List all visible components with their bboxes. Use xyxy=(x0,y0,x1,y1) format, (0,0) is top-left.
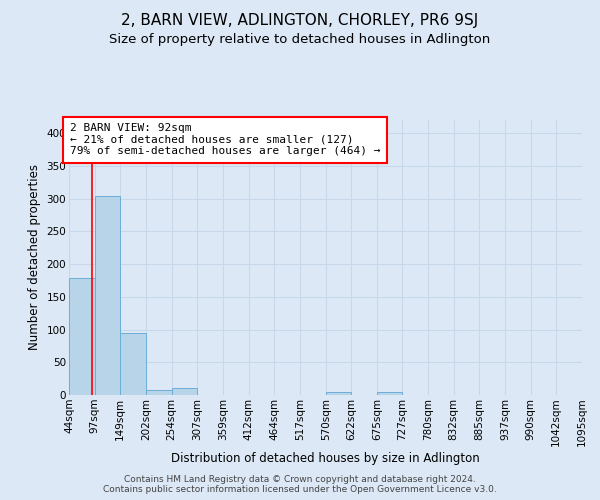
Bar xyxy=(377,392,403,395)
Text: 2, BARN VIEW, ADLINGTON, CHORLEY, PR6 9SJ: 2, BARN VIEW, ADLINGTON, CHORLEY, PR6 9S… xyxy=(121,12,479,28)
Text: Contains HM Land Registry data © Crown copyright and database right 2024.
Contai: Contains HM Land Registry data © Crown c… xyxy=(103,474,497,494)
Text: 2 BARN VIEW: 92sqm
← 21% of detached houses are smaller (127)
79% of semi-detach: 2 BARN VIEW: 92sqm ← 21% of detached hou… xyxy=(70,124,380,156)
Bar xyxy=(146,390,172,395)
Bar xyxy=(326,392,351,395)
Bar xyxy=(120,334,146,395)
Text: Size of property relative to detached houses in Adlington: Size of property relative to detached ho… xyxy=(109,32,491,46)
Bar xyxy=(172,388,197,395)
Bar xyxy=(95,196,120,395)
X-axis label: Distribution of detached houses by size in Adlington: Distribution of detached houses by size … xyxy=(171,452,480,465)
Y-axis label: Number of detached properties: Number of detached properties xyxy=(28,164,41,350)
Bar xyxy=(69,278,95,395)
